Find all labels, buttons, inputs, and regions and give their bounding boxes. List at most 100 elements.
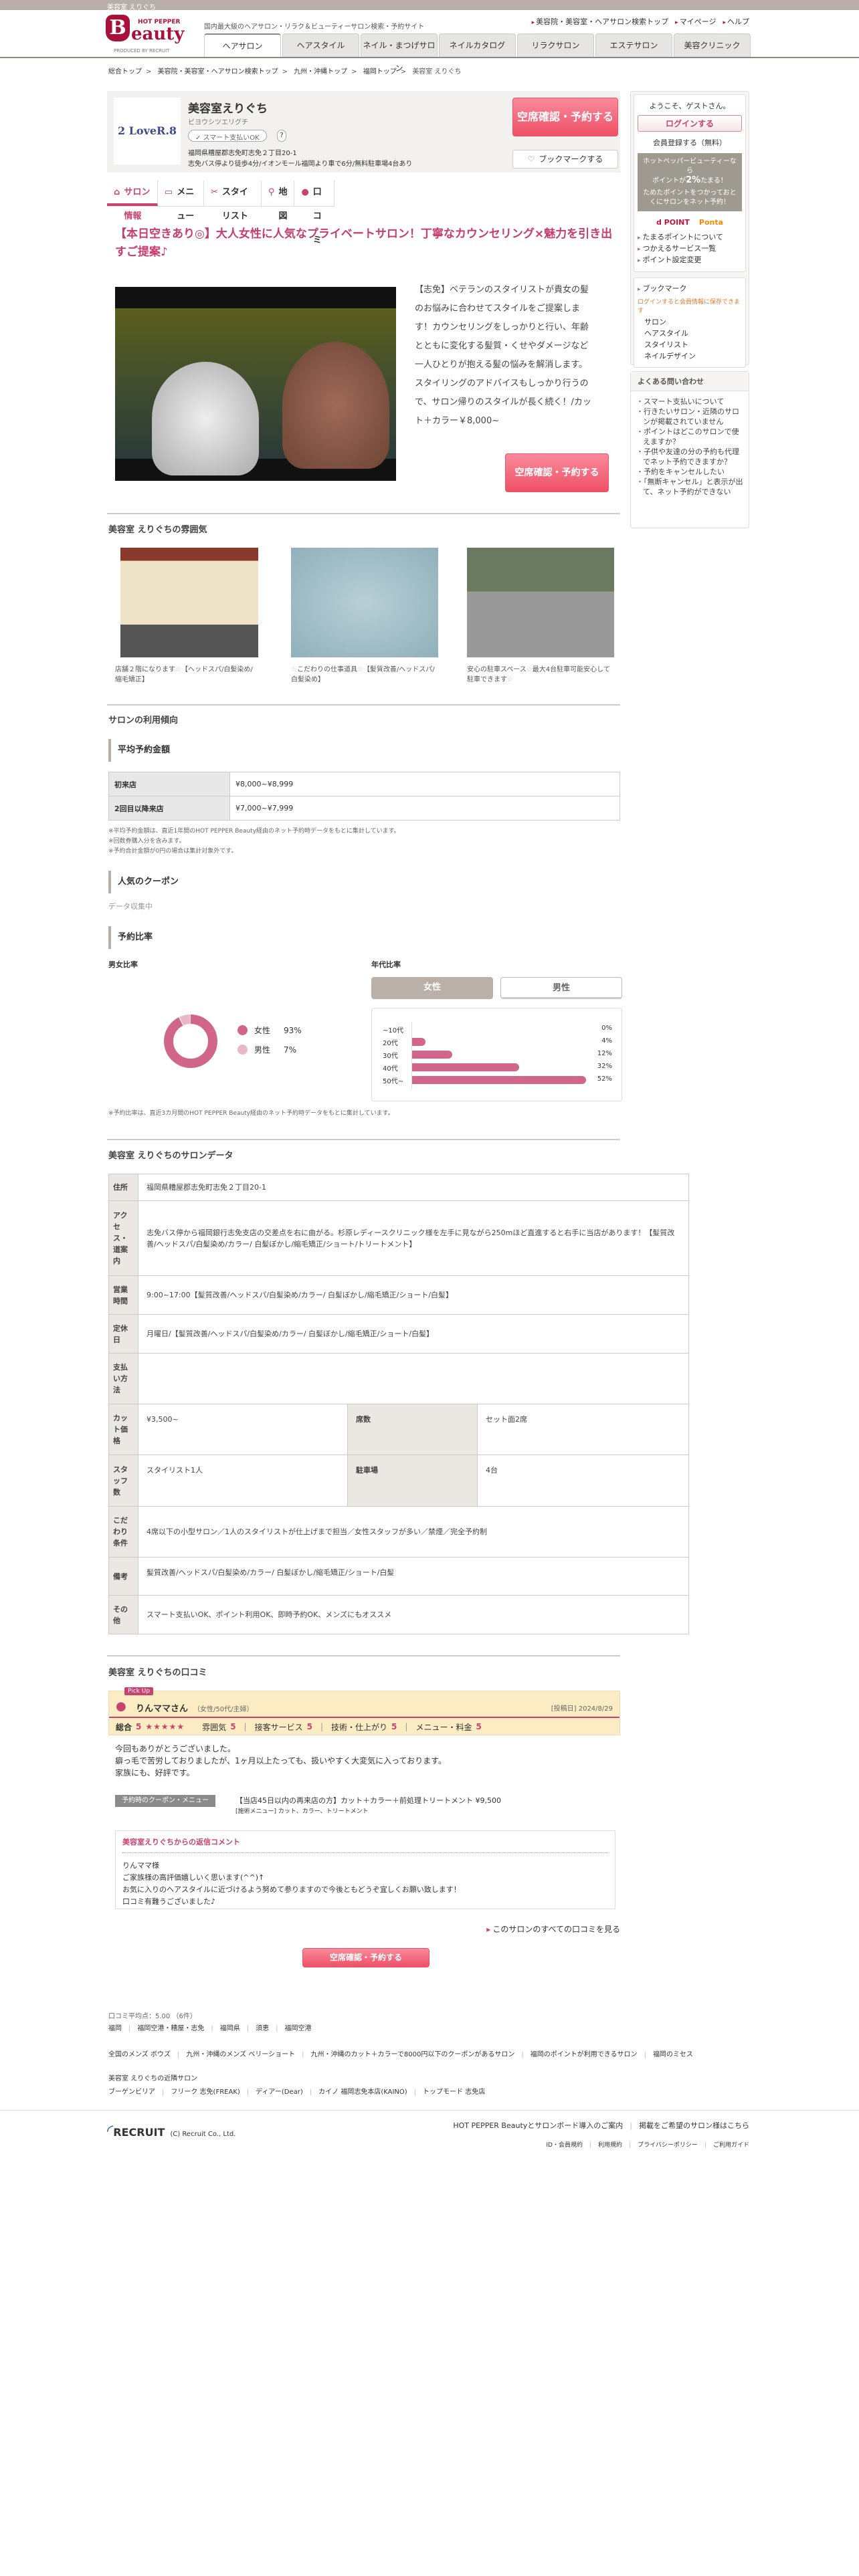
salon-logo: 2 LoveR.8	[114, 98, 181, 165]
area-link[interactable]: 福岡県	[204, 2022, 240, 2032]
link-salon-search-top[interactable]: 美容院・美容室・ヘアサロン検索トップ	[532, 16, 668, 27]
row-value: ¥8,000~¥8,999	[229, 772, 620, 796]
row-label: その他	[108, 1595, 138, 1634]
tab-nail-eyelash[interactable]: ネイル・まつげサロン	[361, 33, 438, 73]
review-body: 今回もありがとうございました。 癖っ毛で苦労しておりましたが、1ヶ月以上たっても、…	[115, 1744, 446, 1778]
footer-link[interactable]: HOT PEPPER Beautyとサロンボード導入のご案内	[453, 2121, 624, 2130]
footer-link[interactable]: 利用規約	[583, 2140, 622, 2149]
recruit-logo[interactable]: ◜RECRUIT (C) Recruit Co., Ltd.	[107, 2121, 236, 2140]
tab-esthe[interactable]: エステサロン	[595, 33, 672, 57]
footer-link[interactable]: 掲載をご希望のサロン様はこちら	[623, 2120, 749, 2131]
book-icon: ▭	[164, 187, 173, 197]
tab-hair-salon[interactable]: ヘアサロン	[204, 33, 281, 58]
nav-menu[interactable]: ▭ メニュー	[158, 181, 204, 221]
nav-map[interactable]: ⚲ 地図	[262, 181, 295, 221]
breadcrumb-item[interactable]: 美容院・美容室・ヘアサロン検索トップ	[157, 68, 278, 76]
photo-caption: 店舗２階になります☆【ヘッドスパ/白髪染め/縮毛矯正】	[115, 666, 253, 683]
feature-link[interactable]: 福岡のポイントが利用できるサロン	[514, 2048, 638, 2058]
faq-link[interactable]: 子供や友達の分の予約も代理でネット予約できますか？	[636, 447, 743, 467]
heart-icon: ♡	[527, 154, 535, 164]
footer-link[interactable]: ご利用ガイド	[698, 2140, 749, 2149]
review-ratings: 総合 5 ★★★★★ 雰囲気 5 | 接客サービス 5 | 技術・仕上がり 5 | メニュー・料…	[109, 1717, 619, 1735]
area-link[interactable]: 須恵	[240, 2022, 269, 2032]
age-bar	[412, 1051, 452, 1059]
row-label: 定休日	[108, 1314, 138, 1354]
reserve-button[interactable]: 空席確認・予約する	[302, 1948, 430, 1967]
header-links: 美容院・美容室・ヘアサロン検索トップ マイページ ヘルプ	[532, 16, 749, 27]
table-row: アクセス・道案内 志免バス停から福岡銀行志免支店の交差点を右に曲がる。杉原レディー…	[108, 1200, 689, 1276]
faq-link[interactable]: 「無断キャンセル」と表示が出て、ネット予約ができない	[636, 477, 743, 497]
toggle-male[interactable]: 男性	[500, 977, 622, 999]
all-reviews-link[interactable]: このサロンのすべての口コミを見る	[486, 1923, 620, 1935]
coupon-link[interactable]: 【当店45日以内の再来店の方】カット＋カラー＋前処理トリートメント ¥9,500	[235, 1796, 501, 1805]
coupon-menu: [施術メニュー] カット、カラー、トリートメント	[235, 1808, 369, 1815]
link-help[interactable]: ヘルプ	[723, 16, 749, 27]
atmosphere-photo[interactable]	[467, 548, 614, 657]
nearby-link[interactable]: フリーク 志免(FREAK)	[155, 2086, 240, 2096]
nav-stylist[interactable]: ✂ スタイリスト	[204, 181, 262, 221]
table-row: 2回目以降来店 ¥7,000~¥7,999	[108, 796, 620, 821]
category-tabs: ヘアサロン ヘアスタイル ネイル・まつげサロン ネイルカタログ リラクサロン エ…	[204, 33, 751, 73]
point-link[interactable]: つかえるサービス一覧	[638, 243, 742, 255]
footer-link[interactable]: プライバシーポリシー	[622, 2140, 698, 2149]
faq-link[interactable]: ポイントはどこのサロンで使えますか？	[636, 427, 743, 447]
feature-link[interactable]: 福岡のミセス	[638, 2048, 693, 2058]
divider	[0, 57, 859, 58]
age-value: 0%	[601, 1025, 612, 1032]
nav-salon-info[interactable]: ⌂ サロン情報	[107, 181, 158, 221]
coupon-label: 予約時のクーポン・メニュー	[115, 1795, 215, 1807]
breadcrumb-item[interactable]: 福岡トップ	[363, 68, 397, 76]
reserve-button[interactable]: 空席確認・予約する	[505, 453, 609, 492]
nav-reviews[interactable]: ● 口コミ	[294, 181, 335, 245]
tab-relax[interactable]: リラクサロン	[517, 33, 594, 57]
login-button[interactable]: ログインする	[638, 115, 742, 132]
tab-clinic[interactable]: 美容クリニック	[674, 33, 751, 57]
breadcrumb-item[interactable]: 九州・沖縄トップ	[294, 68, 348, 76]
main-photo	[115, 287, 396, 481]
faq-link[interactable]: 予約をキャンセルしたい	[636, 467, 743, 477]
atmosphere-photo[interactable]	[120, 548, 258, 657]
toggle-female[interactable]: 女性	[371, 977, 493, 999]
bookmark-item[interactable]: サロン	[644, 318, 666, 326]
register-link[interactable]: 会員登録する（無料）	[653, 138, 727, 147]
feature-link[interactable]: 九州・沖縄のカット＋カラーで8000円以下のクーポンがあるサロン	[295, 2048, 515, 2058]
bookmark-link[interactable]: ブックマーク	[638, 284, 742, 295]
point-link[interactable]: ポイント設定変更	[638, 255, 742, 266]
faq-link[interactable]: 行きたいサロン・近隣のサロンが掲載されていません	[636, 407, 743, 427]
faq-link[interactable]: スマート支払いについて	[636, 397, 743, 407]
help-icon[interactable]: ?	[277, 130, 286, 142]
row-label: 営業時間	[108, 1275, 138, 1315]
bookmark-item[interactable]: ヘアスタイル	[644, 329, 688, 338]
breadcrumb-item[interactable]: 総合トップ	[108, 68, 142, 76]
nearby-link[interactable]: トップモード 志免店	[407, 2086, 485, 2096]
nearby-link[interactable]: ディアー(Dear)	[240, 2086, 303, 2096]
footer-link[interactable]: ID・会員規約	[546, 2142, 583, 2149]
nearby-link[interactable]: カイノ 福岡志免本店(KAINO)	[303, 2086, 407, 2096]
point-link[interactable]: たまるポイントについて	[638, 232, 742, 243]
area-link[interactable]: 福岡空港	[269, 2022, 312, 2032]
ratio-note: ※予約比率は、直近3カ月間のHOT PEPPER Beauty経由のネット予約時…	[108, 1110, 394, 1117]
bookmark-button[interactable]: ♡ ブックマークする	[512, 150, 618, 169]
row-label: 備考	[108, 1557, 138, 1596]
tab-nail-catalog[interactable]: ネイルカタログ	[439, 33, 516, 57]
page-title: 美容室 えりぐち	[107, 4, 157, 11]
area-link[interactable]: 福岡	[108, 2025, 122, 2032]
atmosphere-photo[interactable]	[291, 548, 438, 657]
feature-link[interactable]: 九州・沖縄のメンズ ベリーショート	[171, 2048, 295, 2058]
points-promo: ホットペッパービューティーなら ポイントが2%たまる！ ためたポイントをつかっておと…	[638, 153, 742, 211]
row-label: 席数	[347, 1404, 478, 1455]
row-value: 月曜日/【髪質改善/ヘッドスパ/白髪染め/カラー/ 白髪ぼかし/縮毛矯正/ショー…	[138, 1314, 689, 1354]
hotpepper-beauty-logo[interactable]: B HOT PEPPER eauty PRODUCED BY RECRUIT	[106, 15, 193, 55]
area-link[interactable]: 福岡空港・糟屋・志免	[122, 2022, 204, 2032]
bookmark-item[interactable]: スタイリスト	[644, 340, 688, 349]
review-header: ● りんママさん （女性/50代/主婦） [投稿日] 2024/8/29 総合 5 ★…	[108, 1691, 620, 1735]
nearby-title: 美容室 えりぐちの近隣サロン	[108, 2075, 198, 2082]
nearby-link[interactable]: ブーゲンビリア	[108, 2088, 155, 2096]
age-ratio-title: 年代比率	[371, 960, 401, 969]
reserve-button[interactable]: 空席確認・予約する	[512, 98, 618, 136]
tab-hairstyle[interactable]: ヘアスタイル	[282, 33, 359, 57]
feature-link[interactable]: 全国のメンズ ボウズ	[108, 2051, 171, 2058]
link-mypage[interactable]: マイページ	[675, 16, 717, 27]
gender-legend: 女性 93% 男性 7%	[237, 1025, 302, 1055]
bookmark-item[interactable]: ネイルデザイン	[644, 352, 696, 360]
